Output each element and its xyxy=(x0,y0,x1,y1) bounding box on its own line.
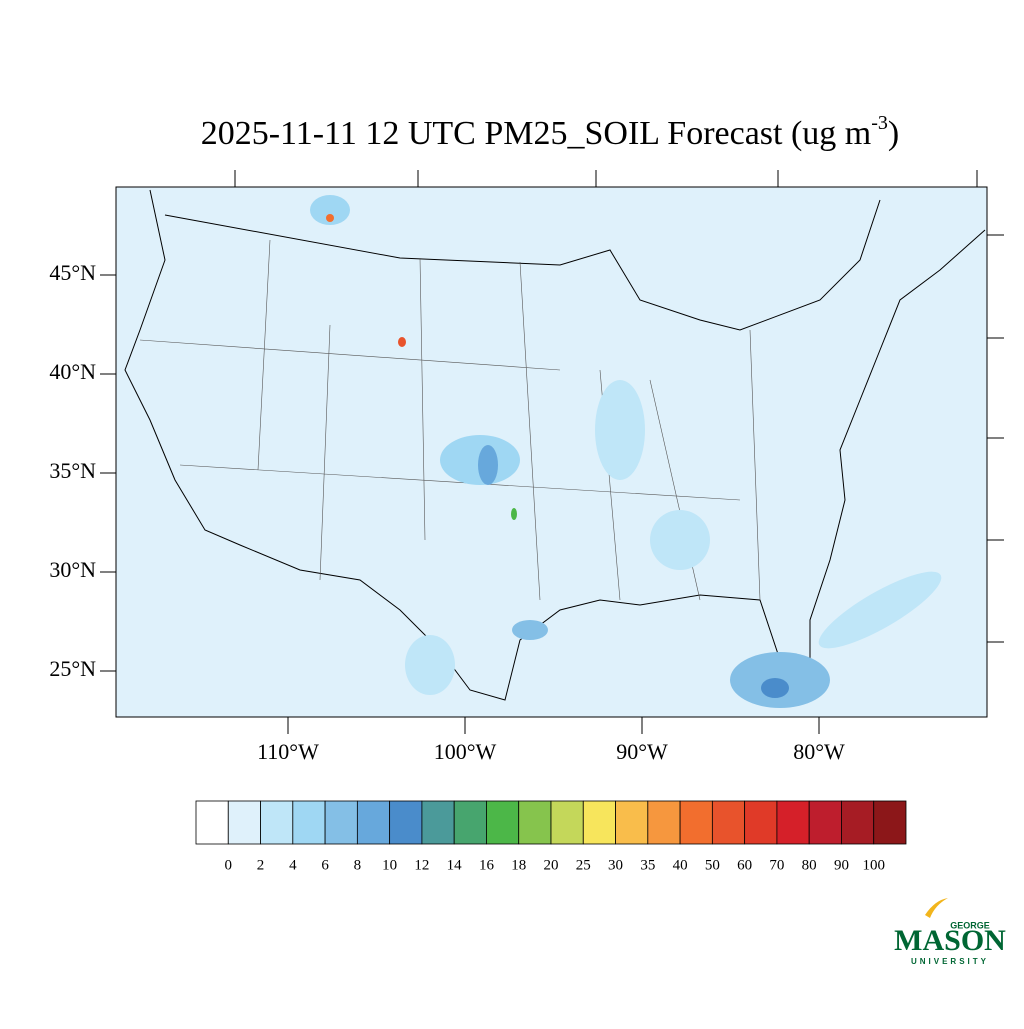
plume xyxy=(398,337,406,347)
lat-label: 45°N xyxy=(49,260,96,285)
title-superscript: -3 xyxy=(871,112,888,134)
colorbar-box xyxy=(486,800,520,845)
colorbar-label: 60 xyxy=(737,857,752,873)
plume xyxy=(511,508,517,520)
colorbar-box xyxy=(711,800,746,845)
plume xyxy=(405,635,455,695)
lon-label: 100°W xyxy=(434,739,497,764)
plume xyxy=(310,195,350,225)
plume xyxy=(818,571,942,649)
colorbar-label: 90 xyxy=(834,857,849,873)
lat-label: 40°N xyxy=(49,359,96,384)
lon-label: 110°W xyxy=(257,739,319,764)
colorbar-label: 80 xyxy=(802,857,817,873)
colorbar-box xyxy=(776,800,810,845)
plume xyxy=(512,620,548,640)
plume xyxy=(478,445,498,485)
colorbar-box xyxy=(550,800,584,845)
colorbar-box xyxy=(873,800,907,845)
colorbar-box xyxy=(421,800,455,845)
colorbar-label: 30 xyxy=(608,857,623,873)
colorbar-label: 40 xyxy=(673,857,688,873)
colorbar-label: 100 xyxy=(862,857,885,873)
colorbar-box xyxy=(453,800,487,845)
map-title: 2025-11-11 12 UTC PM25_SOIL Forecast (ug… xyxy=(201,112,900,152)
colorbar-label: 12 xyxy=(414,857,429,873)
colorbar-label: 20 xyxy=(544,857,559,873)
logo-flame xyxy=(925,898,948,918)
colorbar-label: 35 xyxy=(640,857,655,873)
lon-label: 90°W xyxy=(616,739,668,764)
colorbar-box xyxy=(518,800,552,845)
colorbar-label: 6 xyxy=(321,857,329,873)
colorbar-label: 25 xyxy=(576,857,591,873)
colorbar-label: 14 xyxy=(447,857,463,873)
frame-ticks xyxy=(234,170,1004,643)
colorbar-box xyxy=(260,800,294,845)
colorbar-box xyxy=(195,800,229,845)
colorbar-box xyxy=(615,800,649,845)
colorbar-box xyxy=(679,800,713,845)
colorbar-label: 50 xyxy=(705,857,720,873)
logo-top: GEORGE xyxy=(950,920,990,930)
title-end: ) xyxy=(888,115,899,152)
concentration-shading xyxy=(310,195,942,708)
lon-label: 80°W xyxy=(793,739,845,764)
colorbar-box xyxy=(227,800,261,845)
colorbar-box xyxy=(389,800,423,845)
plume xyxy=(761,678,789,698)
lat-label: 25°N xyxy=(49,656,96,681)
colorbar-label: 0 xyxy=(225,857,233,873)
lat-label: 35°N xyxy=(49,458,96,483)
title-main: 2025-11-11 12 UTC PM25_SOIL Forecast (ug… xyxy=(201,115,872,152)
colorbar-box xyxy=(808,800,842,845)
map-frame xyxy=(115,186,988,718)
state-borders xyxy=(139,239,761,601)
colorbar-label: 18 xyxy=(511,857,526,873)
university-logo: GEORGE MASON UNIVERSITY xyxy=(894,898,1006,966)
logo-bottom: UNIVERSITY xyxy=(911,957,989,966)
colorbar-label: 16 xyxy=(479,857,495,873)
colorbar-label: 70 xyxy=(769,857,784,873)
colorbar-label: 4 xyxy=(289,857,297,873)
colorbar-label: 10 xyxy=(382,857,397,873)
lat-label: 30°N xyxy=(49,557,96,582)
colorbar-box xyxy=(647,800,681,845)
plume xyxy=(650,510,710,570)
logo-main: MASON xyxy=(894,924,1006,957)
plume xyxy=(326,214,334,222)
colorbar-box xyxy=(356,800,391,845)
colorbar-box xyxy=(292,800,326,845)
colorbar-box xyxy=(582,800,616,845)
coastlines xyxy=(124,189,986,701)
colorbar-label: 2 xyxy=(257,857,265,873)
colorbar-label: 8 xyxy=(354,857,362,873)
colorbar-box xyxy=(841,800,875,845)
colorbar-box xyxy=(324,800,358,845)
plume xyxy=(595,380,645,480)
colorbar-box xyxy=(744,800,778,845)
